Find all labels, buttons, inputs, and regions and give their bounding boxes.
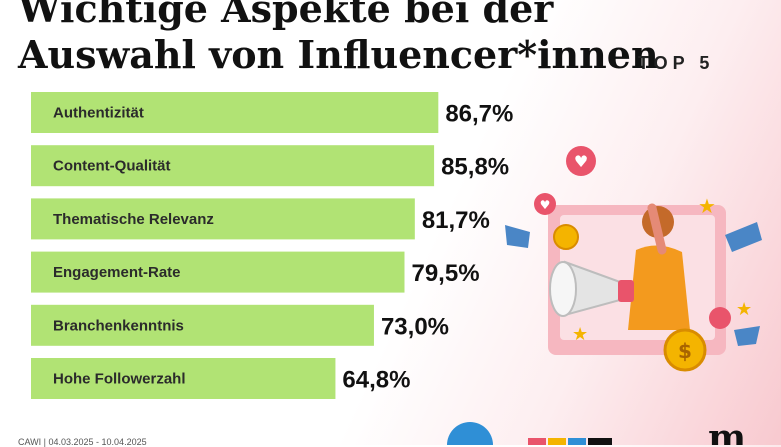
svg-text:♥: ♥ [574,152,588,171]
category-label-4: Engagement-Rate [53,264,181,281]
star-icon-right: ★ [736,299,752,320]
star-icon-small: ★ [572,324,588,345]
bar-6 [31,358,336,399]
heart-icon-small [534,193,556,215]
value-label-3: 81,7% [422,207,490,234]
category-label-5: Branchenkenntnis [53,317,184,334]
bar-5 [31,304,374,346]
category-label-1: Authentizität [53,105,144,122]
bar-4 [31,251,405,293]
star-icon: ★ [698,194,716,218]
source-note: CAWI | 04.03.2025 - 10.04.2025 [18,437,147,447]
bar-2 [31,145,435,187]
value-label-2: 85,8% [441,154,509,181]
bar-1 [31,92,439,133]
circle-logo [447,422,493,445]
heart-icon [566,146,596,176]
svg-text:$: $ [678,339,692,363]
person-body [628,245,690,330]
m-logo: m [708,417,746,445]
bar-3 [31,198,415,240]
category-label-2: Content-Qualität [53,158,171,175]
value-label-1: 86,7% [445,101,513,128]
heart-icon-right [709,307,731,329]
category-label-6: Hohe Followerzahl [53,371,186,388]
dollar-coin-icon [663,328,707,372]
thumbs-up-icon-right [725,222,762,252]
coin-icon [553,224,579,250]
color-block-logo [528,438,546,445]
value-label-6: 64,8% [342,367,410,394]
category-label-3: Thematische Relevanz [53,211,214,228]
thumbs-up-icon-left [505,225,530,248]
value-label-5: 73,0% [381,313,449,340]
value-label-4: 79,5% [411,260,479,287]
svg-text:♥: ♥ [540,198,551,212]
chart-subtitle: TOP 5 [638,53,715,73]
thumbs-up-icon-bottom [734,326,760,346]
chart-title: Wichtige Aspekte bei der Auswahl von Inf… [18,0,659,77]
